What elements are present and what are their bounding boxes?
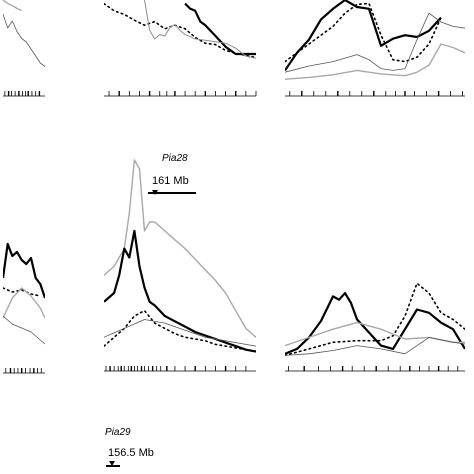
qtl-name-label: Pia28 — [162, 153, 188, 164]
series-line-dotted-black — [285, 2, 442, 63]
series-line-dotted-black — [3, 287, 42, 297]
series-line-thin-black — [104, 319, 256, 347]
series-line-dotted-black — [104, 2, 256, 59]
qtl-name-label: Pia29 — [105, 427, 131, 438]
series-line-thick-black — [104, 229, 256, 353]
panel-row1-col1 — [3, 0, 45, 97]
panel-row1-col3 — [285, 0, 465, 97]
series-line-gray — [3, 287, 45, 319]
panel-row1-col2 — [104, 0, 257, 97]
series-line-gray — [104, 159, 256, 338]
series-line-thin-black — [285, 12, 465, 73]
series-line-gray — [285, 43, 465, 80]
series-line-dotted-black — [104, 309, 256, 353]
series-line-dotted-black — [285, 282, 465, 357]
series-line-thin-black — [3, 13, 45, 67]
qtl-annotation-pia28: Pia28 161 Mb — [148, 153, 196, 195]
qtl-position-label: 161 Mb — [152, 175, 189, 187]
series-line-thick-black — [285, 0, 442, 72]
series-line-thin-gray — [144, 0, 256, 59]
series-line-thin-black — [285, 336, 465, 356]
series-line-gray — [3, 0, 22, 12]
series-line-thick-black — [285, 292, 465, 355]
qtl-annotation-pia29: Pia29 156.5 Mb — [105, 427, 154, 467]
panel-row2-col3 — [285, 282, 465, 372]
chart-panels — [3, 0, 465, 374]
series-line-thin-black — [3, 315, 45, 345]
position-marker-icon — [109, 461, 115, 466]
series-line-thick-black — [3, 242, 45, 299]
panel-row2-col2 — [104, 159, 256, 372]
series-line-thick-black — [184, 2, 256, 56]
qtl-position-label: 156.5 Mb — [108, 447, 154, 459]
panel-row2-col1 — [3, 242, 45, 374]
